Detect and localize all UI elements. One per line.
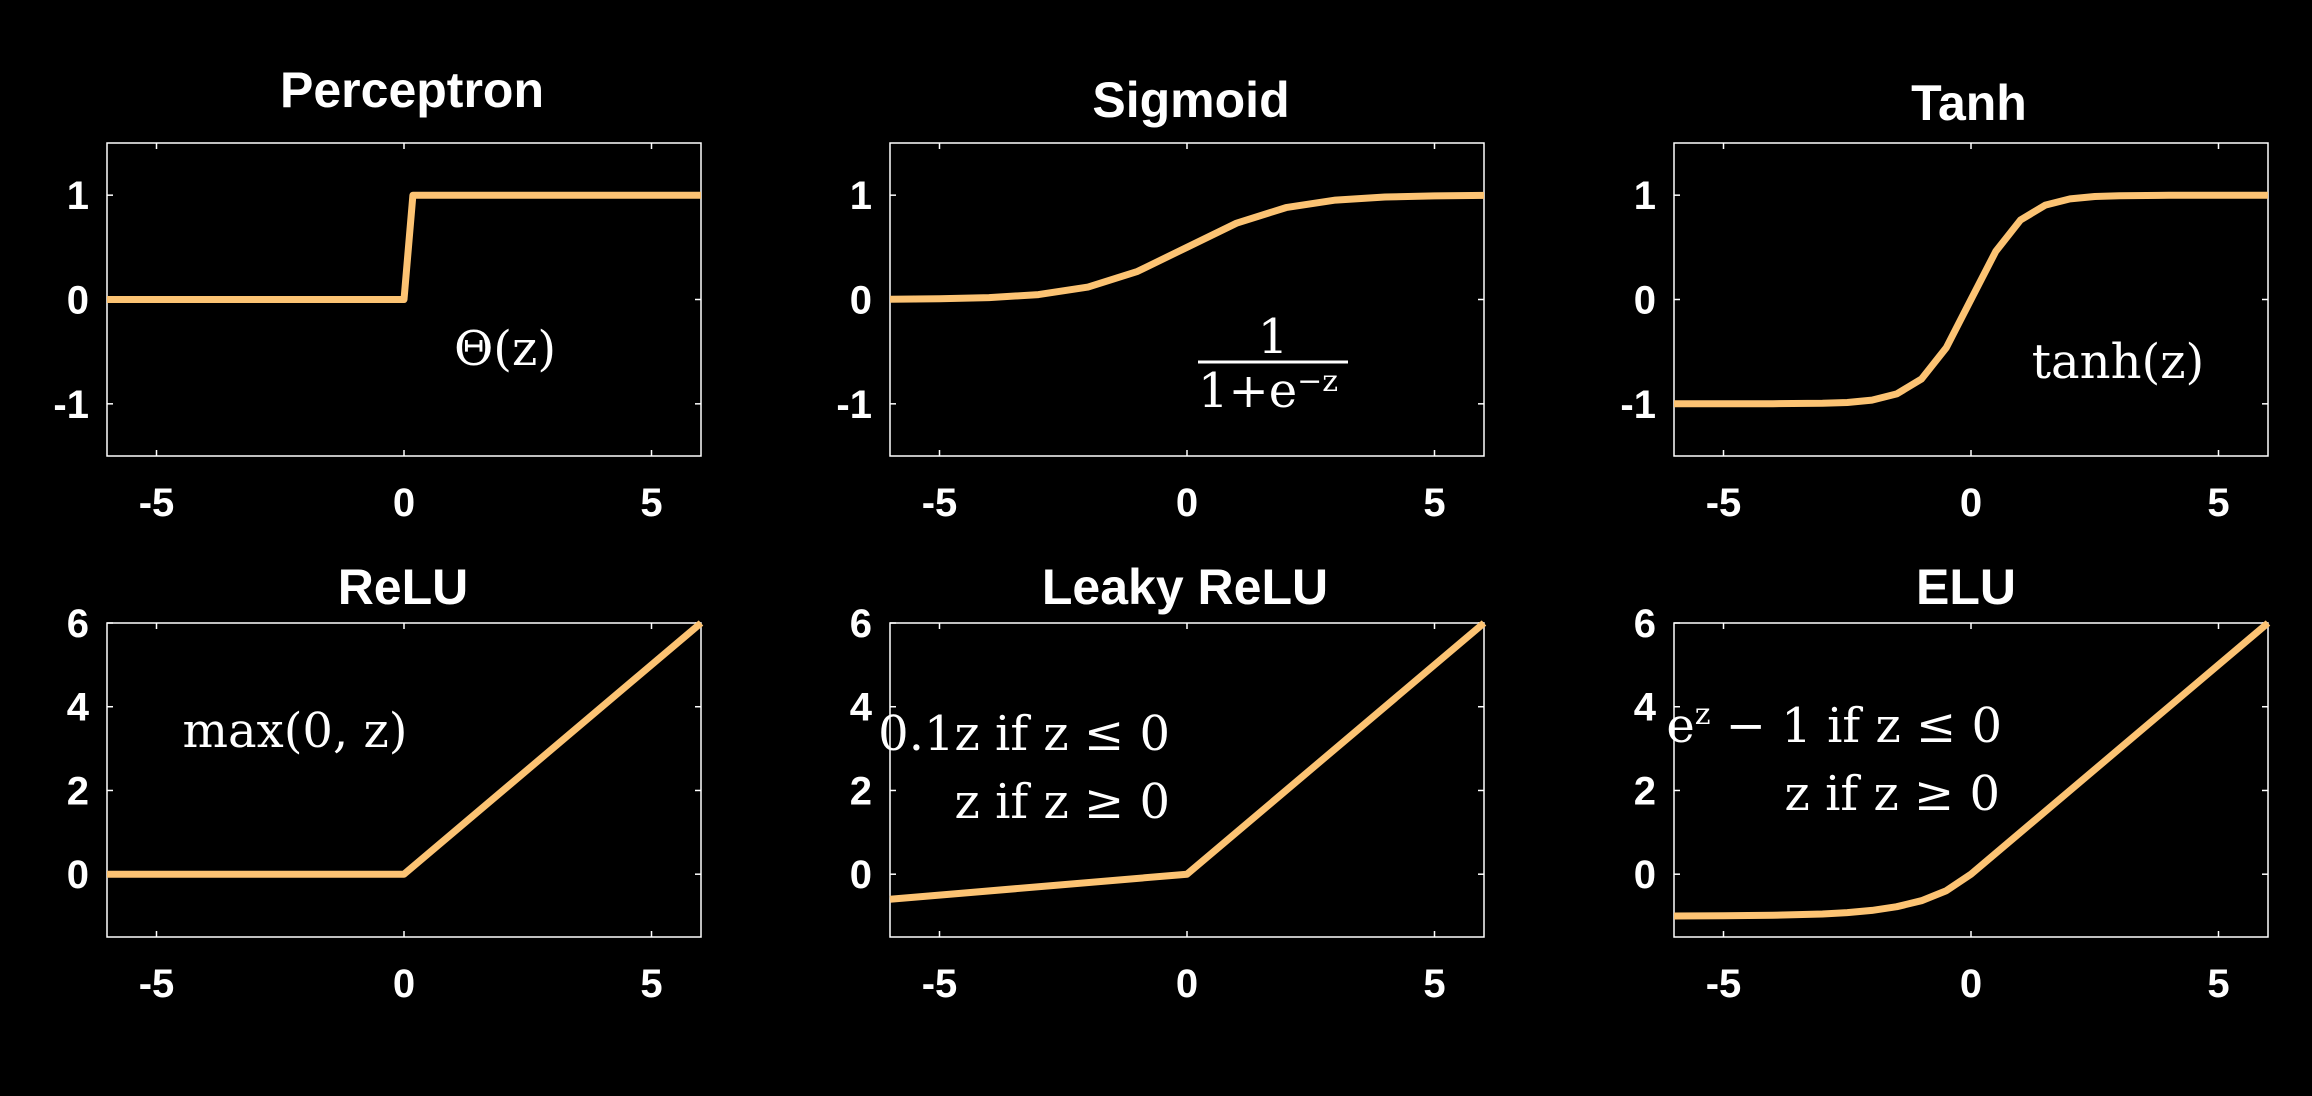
x-tick-label: -5 [1706,481,1742,525]
x-tick-label: 0 [393,962,415,1006]
panel-sigmoid: Sigmoid -5 0 510-1 1 1+e−z [836,72,1485,525]
formula-denominator: 1+e−z [1198,363,1338,419]
y-tick-label: 4 [850,686,873,730]
formula-line-1: ez − 1 if z ≤ 0 [1666,697,2002,754]
chart-title: ReLU [338,559,469,615]
x-tick-label: 5 [640,481,662,525]
x-tick-label: 5 [1423,962,1445,1006]
panel-relu: ReLU -5 0 5 6 4 2 0 max(0, z) [67,559,704,1006]
y-tick-label: 6 [67,602,89,646]
chart-title: Tanh [1911,75,2027,131]
chart-title: Leaky ReLU [1042,559,1328,615]
y-tick-label: 6 [1634,602,1656,646]
y-tick-label: 0 [1634,279,1656,323]
formula-line: max(0, z) [183,703,408,759]
y-tick-label: 2 [850,769,872,813]
formula-line-2: z if z ≥ 0 [955,774,1170,830]
x-tick-label: 0 [1176,481,1198,525]
series-line [1673,620,2271,920]
series-line [889,620,1487,903]
chart-title: ELU [1916,559,2016,615]
formula-annotation: ez − 1 if z ≤ 0 z if z ≥ 0 [1666,697,2002,822]
panel-tanh: Tanh -5 0 510-1 tanh(z) [1620,75,2269,525]
x-tick-label: -5 [922,962,958,1006]
formula-line-2: z if z ≥ 0 [1785,766,2000,822]
x-tick-label: 0 [393,481,415,525]
denominator-exponent: −z [1297,364,1338,399]
series-line [107,191,701,303]
y-tick-label: 2 [1634,769,1656,813]
y-tick-label: 4 [67,686,90,730]
denominator-base: 1+e [1198,363,1297,419]
chart-title: Perceptron [280,62,544,118]
formula-line-1: 0.1z if z ≤ 0 [878,706,1170,762]
y-tick-label: 0 [850,853,872,897]
y-tick-label: 1 [1634,174,1656,218]
x-tick-label: 5 [1423,481,1445,525]
x-tick-label: -5 [139,481,175,525]
x-tick-label: 5 [640,962,662,1006]
formula-annotation: 1 1+e−z [1198,309,1348,419]
formula-rest: − 1 if z ≤ 0 [1711,698,2002,754]
y-tick-label: 1 [67,174,89,218]
formula-exponent: z [1695,697,1711,732]
formula-line: Θ(z) [454,321,556,377]
y-tick-label: 2 [67,769,89,813]
series-line [107,620,704,878]
x-tick-label: -5 [922,481,958,525]
formula-numerator: 1 [1258,309,1289,365]
y-tick-label: -1 [1620,383,1656,427]
x-tick-label: -5 [1706,962,1742,1006]
y-tick-label: 1 [850,174,872,218]
x-tick-label: 0 [1960,962,1982,1006]
y-tick-label: 0 [67,853,89,897]
panel-leaky-relu: Leaky ReLU -5 0 5 6 4 2 0 0.1z if z ≤ 0 z if z… [850,559,1487,1006]
formula-annotation: 0.1z if z ≤ 0 z if z ≥ 0 [878,706,1170,830]
panel-perceptron: Perceptron -5 0 510-1 Θ(z) [53,62,702,525]
y-tick-label: 0 [850,279,872,323]
formula-line: tanh(z) [2032,334,2204,390]
series-line [889,191,1485,303]
y-tick-label: -1 [53,383,89,427]
chart-title: Sigmoid [1092,72,1289,128]
formula-base: e [1666,698,1694,754]
y-tick-label: 6 [850,602,872,646]
formula-annotation: tanh(z) [2032,334,2204,390]
x-tick-label: -5 [139,962,175,1006]
x-tick-label: 5 [2207,962,2229,1006]
x-tick-label: 0 [1176,962,1198,1006]
panel-elu: ELU -5 0 5 6 4 2 0 ez − 1 if z ≤ 0 z if z ≥ 0 [1634,559,2271,1006]
formula-annotation: max(0, z) [183,703,408,759]
y-tick-label: 4 [1634,686,1657,730]
x-tick-label: 0 [1960,481,1982,525]
y-tick-label: -1 [836,383,872,427]
formula-annotation: Θ(z) [454,321,556,377]
series-line [1674,191,2268,408]
x-tick-label: 5 [2207,481,2229,525]
y-tick-label: 0 [67,279,89,323]
y-tick-label: 0 [1634,853,1656,897]
